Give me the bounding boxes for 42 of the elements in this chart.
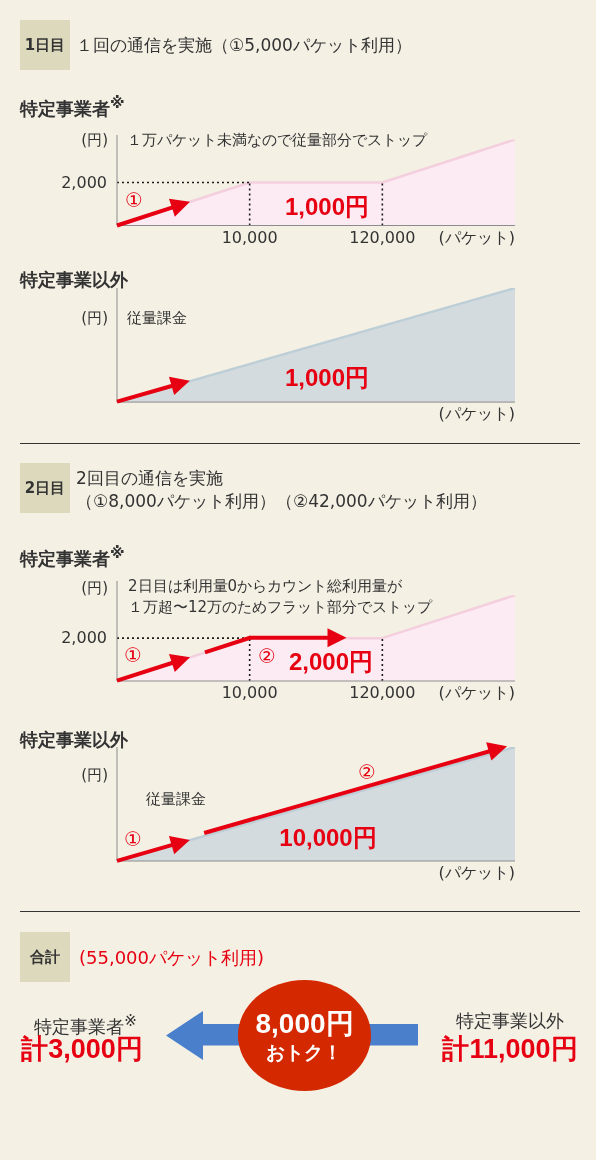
x-tick-label: 120,000 — [349, 227, 416, 247]
annotation: ② — [358, 759, 376, 784]
text: 2,000 — [61, 627, 107, 648]
x-tick-label: 120,000 — [349, 683, 416, 703]
text: 合計 — [30, 947, 60, 967]
annotation: 従量課金 — [146, 788, 206, 810]
annotation: １万パケット未満なので従量部分でストップ — [126, 129, 427, 151]
text: 2回目の通信を実施（①8,000パケット利用）（②42,000パケット利用） — [76, 466, 487, 513]
annotation: ① — [124, 826, 142, 851]
chart-title: 特定事業者$^{※}$ — [20, 92, 125, 120]
y-axis-title: (円) — [81, 130, 108, 150]
annotation: ① — [124, 642, 142, 667]
text: (55,000パケット利用) — [79, 945, 265, 969]
annotation: 2,000円 — [288, 646, 374, 677]
x-tick-label: 10,000 — [221, 227, 278, 247]
annotation: 2日目は利用量0からカウント総利用量が１万超〜12万のためフラット部分でストップ — [128, 575, 433, 618]
text: 特定事業者$^{※}$ — [34, 1011, 137, 1037]
chart-title: 特定事業以外 — [20, 269, 128, 291]
annotation: 1,000円 — [284, 192, 370, 222]
y-axis-title: (円) — [81, 765, 108, 785]
text: １回の通信を実施（①5,000パケット利用） — [76, 34, 412, 58]
annotation: 1,000円 — [284, 362, 370, 393]
x-axis-title: (パケット) — [438, 862, 515, 883]
annotation: 従量課金 — [127, 307, 188, 329]
y-axis-title: (円) — [81, 577, 108, 598]
annotation: 10,000円 — [279, 822, 377, 853]
annotation: ② — [258, 644, 276, 668]
text: 8,000円 — [255, 1007, 354, 1039]
text: 2日目 — [24, 478, 66, 498]
text: おトク！ — [266, 1041, 342, 1063]
chart-title: 特定事業者$^{※}$ — [20, 543, 125, 571]
chart-title: 特定事業以外 — [20, 729, 128, 751]
annotation: ① — [125, 188, 143, 212]
text: 2,000 — [61, 172, 107, 193]
text: 1日目 — [24, 35, 66, 55]
x-tick-label: 10,000 — [221, 683, 278, 703]
text: 計11,000円 — [442, 1033, 578, 1065]
x-axis-title: (パケット) — [438, 227, 515, 248]
y-axis-title: (円) — [81, 308, 108, 328]
text: 特定事業以外 — [455, 1010, 564, 1032]
x-axis-title: (パケット) — [438, 403, 515, 424]
x-axis-title: (パケット) — [438, 682, 515, 703]
